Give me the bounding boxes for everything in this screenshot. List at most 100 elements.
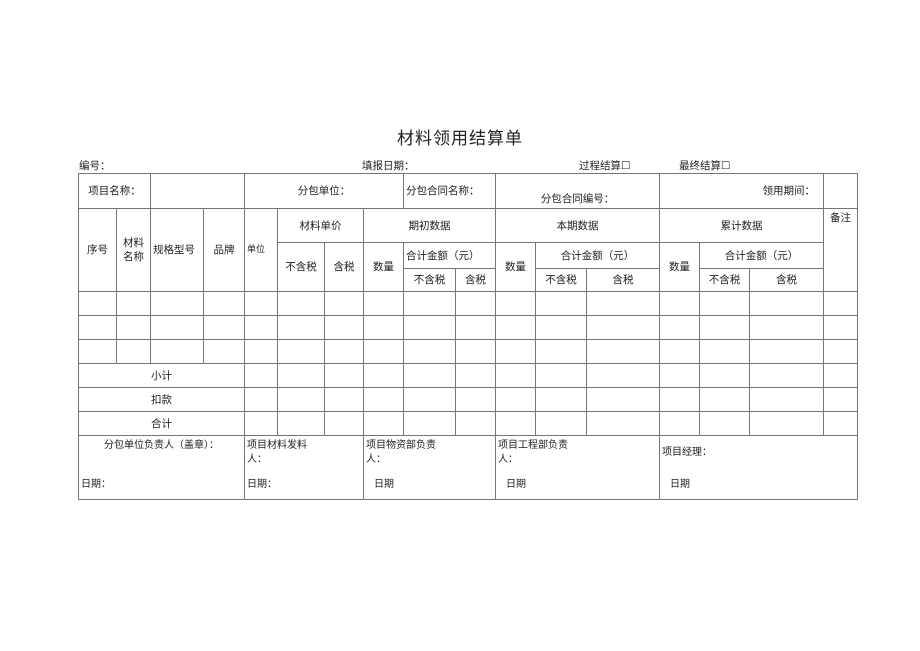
table-cell[interactable] [244, 291, 278, 316]
table-cell[interactable] [659, 411, 700, 436]
table-cell[interactable] [699, 291, 750, 316]
table-cell[interactable] [823, 291, 858, 316]
table-cell[interactable] [586, 387, 660, 412]
table-cell[interactable] [749, 291, 824, 316]
table-cell[interactable] [535, 339, 587, 364]
final-settlement-checkbox[interactable]: 最终结算☐ [679, 160, 731, 172]
table-cell[interactable] [699, 387, 750, 412]
table-cell[interactable] [150, 291, 204, 316]
table-cell[interactable] [495, 291, 536, 316]
table-cell[interactable] [586, 363, 660, 388]
table-cell[interactable] [363, 387, 404, 412]
table-cell[interactable] [363, 315, 404, 340]
table-cell[interactable] [78, 339, 117, 364]
table-cell[interactable] [244, 363, 278, 388]
table-cell[interactable] [749, 411, 824, 436]
table-cell[interactable] [244, 387, 278, 412]
table-cell[interactable] [823, 339, 858, 364]
table-cell[interactable] [495, 363, 536, 388]
table-cell[interactable] [244, 315, 278, 340]
table-cell[interactable] [699, 363, 750, 388]
table-cell[interactable] [403, 315, 456, 340]
table-cell[interactable] [244, 411, 278, 436]
table-cell[interactable] [403, 363, 456, 388]
table-cell[interactable] [823, 363, 858, 388]
table-cell[interactable] [659, 315, 700, 340]
signature-material-issuer[interactable]: 项目材料发料人： 日期： [244, 435, 364, 500]
signature-label: 分包单位负责人（盖章）： [104, 440, 219, 451]
table-cell[interactable] [403, 291, 456, 316]
signature-materials-dept[interactable]: 项目物资部负责人： 日期 [363, 435, 496, 500]
table-cell[interactable] [324, 363, 364, 388]
table-cell[interactable] [78, 291, 117, 316]
table-cell[interactable] [535, 363, 587, 388]
table-cell[interactable] [150, 315, 204, 340]
table-cell[interactable] [324, 411, 364, 436]
table-cell[interactable] [699, 315, 750, 340]
table-cell[interactable] [586, 315, 660, 340]
table-cell[interactable] [324, 291, 364, 316]
table-cell[interactable] [495, 411, 536, 436]
table-cell[interactable] [403, 339, 456, 364]
table-cell[interactable] [150, 339, 204, 364]
period-field[interactable] [823, 173, 858, 209]
table-cell[interactable] [324, 339, 364, 364]
project-name-field[interactable] [150, 173, 245, 209]
table-cell[interactable] [659, 387, 700, 412]
table-cell[interactable] [203, 315, 245, 340]
table-cell[interactable] [116, 315, 151, 340]
table-cell[interactable] [495, 339, 536, 364]
table-cell[interactable] [749, 363, 824, 388]
table-cell[interactable] [659, 339, 700, 364]
table-cell[interactable] [749, 387, 824, 412]
table-cell[interactable] [277, 363, 325, 388]
table-cell[interactable] [823, 315, 858, 340]
table-cell[interactable] [586, 339, 660, 364]
table-cell[interactable] [363, 291, 404, 316]
table-cell[interactable] [495, 315, 536, 340]
table-cell[interactable] [659, 291, 700, 316]
table-cell[interactable] [277, 411, 325, 436]
table-cell[interactable] [535, 387, 587, 412]
table-cell[interactable] [363, 411, 404, 436]
table-cell[interactable] [749, 339, 824, 364]
table-cell[interactable] [823, 387, 858, 412]
table-cell[interactable] [277, 387, 325, 412]
table-cell[interactable] [535, 411, 587, 436]
signature-engineering-dept[interactable]: 项目工程部负责人： 日期 [495, 435, 660, 500]
table-cell[interactable] [455, 315, 496, 340]
table-cell[interactable] [535, 291, 587, 316]
table-cell[interactable] [324, 387, 364, 412]
table-cell[interactable] [455, 339, 496, 364]
table-cell[interactable] [586, 411, 660, 436]
table-cell[interactable] [203, 291, 245, 316]
table-cell[interactable] [699, 411, 750, 436]
process-settlement-checkbox[interactable]: 过程结算☐ [579, 160, 631, 172]
signature-project-manager[interactable]: 项目经理： 日期 [659, 435, 858, 500]
table-cell[interactable] [324, 315, 364, 340]
table-cell[interactable] [455, 363, 496, 388]
table-cell[interactable] [699, 339, 750, 364]
table-cell[interactable] [363, 339, 404, 364]
table-cell[interactable] [116, 339, 151, 364]
table-cell[interactable] [823, 411, 858, 436]
table-cell[interactable] [277, 291, 325, 316]
table-cell[interactable] [277, 339, 325, 364]
table-cell[interactable] [455, 411, 496, 436]
table-cell[interactable] [403, 387, 456, 412]
table-cell[interactable] [586, 291, 660, 316]
table-cell[interactable] [455, 387, 496, 412]
table-cell[interactable] [244, 339, 278, 364]
table-cell[interactable] [203, 339, 245, 364]
table-cell[interactable] [116, 291, 151, 316]
table-cell[interactable] [277, 315, 325, 340]
table-cell[interactable] [78, 315, 117, 340]
table-cell[interactable] [455, 291, 496, 316]
table-cell[interactable] [403, 411, 456, 436]
signature-subcontractor[interactable]: 分包单位负责人（盖章）： 日期： [78, 435, 245, 500]
table-cell[interactable] [749, 315, 824, 340]
table-cell[interactable] [495, 387, 536, 412]
table-cell[interactable] [535, 315, 587, 340]
table-cell[interactable] [363, 363, 404, 388]
table-cell[interactable] [659, 363, 700, 388]
